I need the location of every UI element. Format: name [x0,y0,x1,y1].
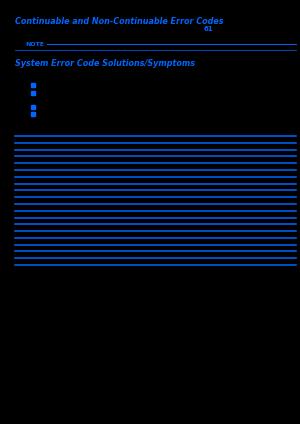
Text: 61: 61 [204,26,214,32]
Text: Continuable and Non-Continuable Error Codes: Continuable and Non-Continuable Error Co… [15,17,223,26]
Text: System Error Code Solutions/Symptoms: System Error Code Solutions/Symptoms [15,59,195,67]
Text: NOTE: NOTE [26,42,44,47]
